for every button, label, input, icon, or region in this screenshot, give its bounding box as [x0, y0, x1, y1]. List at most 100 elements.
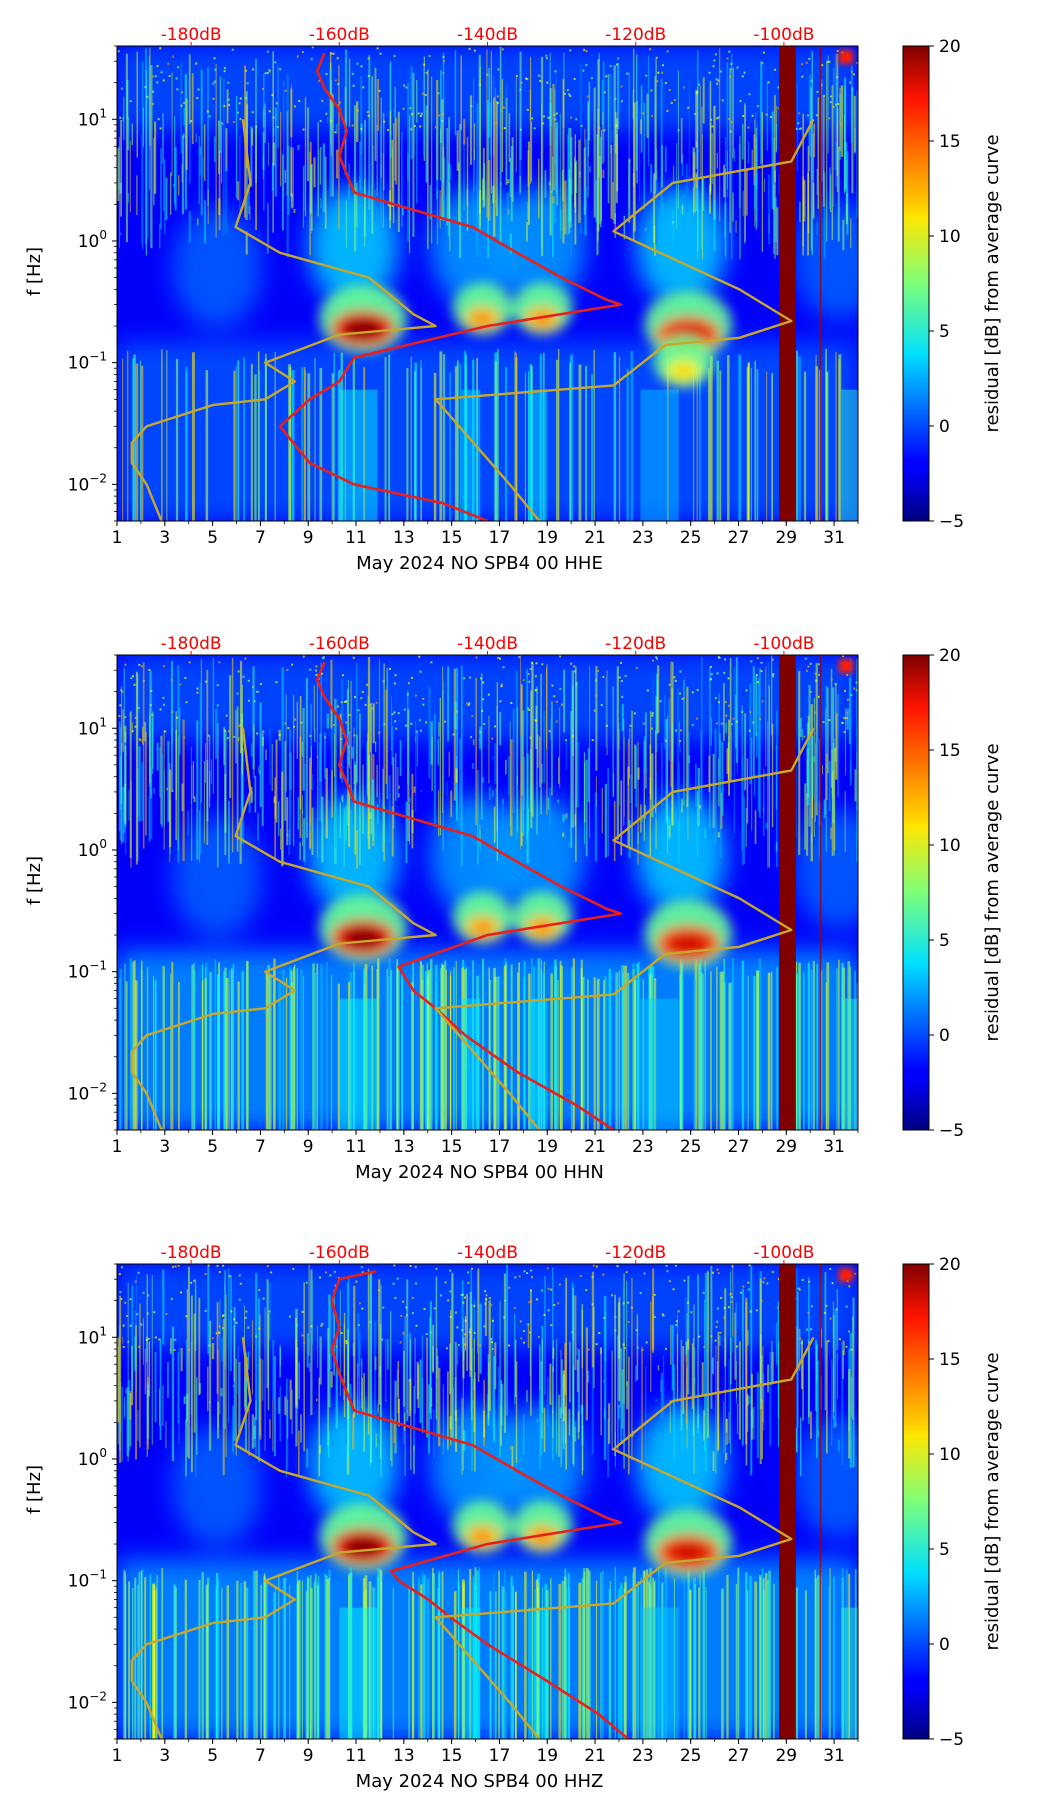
- colorbar-tick-label: 20: [939, 646, 961, 666]
- x-tick-label: 17: [489, 528, 511, 548]
- x-tick-label: 17: [489, 1137, 511, 1157]
- x-tick-label: 5: [207, 528, 218, 548]
- noise-model-curve-2: [434, 1336, 815, 1739]
- db-scale-label: -100dB: [753, 1243, 814, 1263]
- saturated-band: [779, 655, 796, 1130]
- spectrogram-image: [117, 46, 858, 521]
- noise-model-curve-2: [434, 118, 815, 521]
- y-axis-label: f [Hz]: [24, 1465, 45, 1514]
- y-tick-label: 101: [78, 715, 107, 739]
- y-tick-label: 10−2: [68, 471, 107, 495]
- x-tick-label: 27: [728, 1137, 750, 1157]
- colorbar-label: residual [dB] from average curve: [982, 134, 1003, 432]
- colorbar: −5 0 5 10 15 20 residual [dB] from average cur…: [902, 37, 1003, 532]
- db-scale-label: -120dB: [605, 634, 666, 654]
- psd-curves: [130, 52, 815, 521]
- x-tick-label: 11: [345, 528, 367, 548]
- x-tick-label: 7: [255, 1137, 266, 1157]
- colorbar-tick-label: 10: [939, 836, 961, 856]
- db-scale-label: -160dB: [309, 634, 370, 654]
- y-tick-label: 10−2: [68, 1689, 107, 1713]
- x-tick-label: 25: [680, 1746, 702, 1766]
- x-tick-label: 9: [303, 528, 314, 548]
- x-tick-label: 11: [345, 1137, 367, 1157]
- median-psd-curve: [330, 1269, 630, 1739]
- colorbar-tick-label: 0: [939, 417, 950, 437]
- x-tick-label: 13: [393, 1137, 415, 1157]
- db-scale-label: -180dB: [161, 634, 222, 654]
- x-tick-label: 5: [207, 1746, 218, 1766]
- x-tick-label: 1: [112, 1746, 123, 1766]
- x-tick-label: 23: [632, 1137, 654, 1157]
- x-tick-label: 27: [728, 528, 750, 548]
- y-tick-label: 10−1: [68, 350, 107, 374]
- spectrogram-image: [117, 655, 858, 1130]
- noise-model-curve-1: [130, 1337, 437, 1739]
- db-scale-label: -120dB: [605, 25, 666, 45]
- x-tick-label: 23: [632, 528, 654, 548]
- saturated-band: [779, 46, 796, 521]
- x-axis-label: May 2024 NO SPB4 00 HHE: [356, 553, 603, 574]
- x-tick-label: 21: [584, 1137, 606, 1157]
- x-tick-label: 31: [823, 528, 845, 548]
- y-tick-label: 101: [78, 106, 107, 130]
- colorbar-tick-label: −5: [939, 512, 964, 532]
- x-tick-label: 15: [441, 1746, 463, 1766]
- x-tick-label: 13: [393, 528, 415, 548]
- colorbar-tick-label: 5: [939, 1540, 950, 1560]
- colorbar-tick-label: 5: [939, 322, 950, 342]
- colorbar-tick-label: 5: [939, 931, 950, 951]
- x-axis-label: May 2024 NO SPB4 00 HHN: [355, 1162, 604, 1183]
- x-tick-label: 7: [255, 1746, 266, 1766]
- colorbar: −5 0 5 10 15 20 residual [dB] from average cur…: [902, 1255, 1003, 1750]
- spectrogram-image: [117, 1264, 858, 1739]
- x-tick-label: 27: [728, 1746, 750, 1766]
- colorbar-tick-label: −5: [939, 1730, 964, 1750]
- median-psd-curve: [315, 661, 623, 1130]
- colorbar-tick-label: 15: [939, 741, 961, 761]
- db-scale-label: -100dB: [753, 634, 814, 654]
- colorbar-tick-label: 20: [939, 37, 961, 57]
- colorbar-tick-label: −5: [939, 1121, 964, 1141]
- x-tick-label: 25: [680, 528, 702, 548]
- x-tick-label: 1: [112, 528, 123, 548]
- x-tick-label: 19: [536, 1137, 558, 1157]
- noise-model-curve-1: [130, 728, 437, 1130]
- psd-curves: [130, 661, 815, 1130]
- colorbar-tick-label: 10: [939, 1445, 961, 1465]
- x-tick-label: 29: [775, 528, 797, 548]
- x-tick-label: 25: [680, 1137, 702, 1157]
- noise-model-curve-1: [130, 119, 437, 521]
- x-tick-label: 19: [536, 1746, 558, 1766]
- db-scale-label: -140dB: [457, 25, 518, 45]
- db-scale-label: -140dB: [457, 634, 518, 654]
- colorbar: −5 0 5 10 15 20 residual [dB] from average cur…: [902, 646, 1003, 1141]
- db-scale-label: -100dB: [753, 25, 814, 45]
- y-tick-label: 100: [78, 228, 107, 252]
- db-scale-label: -140dB: [457, 1243, 518, 1263]
- x-tick-label: 21: [584, 528, 606, 548]
- x-tick-label: 3: [159, 528, 170, 548]
- noise-model-curve-2: [434, 727, 815, 1130]
- colorbar-tick-label: 10: [939, 227, 961, 247]
- colorbar-tick-label: 20: [939, 1255, 961, 1275]
- colorbar-tick-label: 0: [939, 1026, 950, 1046]
- y-tick-label: 10−2: [68, 1080, 107, 1104]
- x-tick-label: 23: [632, 1746, 654, 1766]
- x-tick-label: 1: [112, 1137, 123, 1157]
- x-tick-label: 21: [584, 1746, 606, 1766]
- y-axis-label: f [Hz]: [24, 856, 45, 905]
- db-scale-label: -120dB: [605, 1243, 666, 1263]
- db-scale-label: -160dB: [309, 1243, 370, 1263]
- y-tick-label: 100: [78, 837, 107, 861]
- y-tick-label: 10−1: [68, 959, 107, 983]
- psd-curves: [130, 1269, 815, 1739]
- db-scale-label: -180dB: [161, 25, 222, 45]
- x-tick-label: 3: [159, 1137, 170, 1157]
- y-tick-label: 10−1: [68, 1568, 107, 1592]
- colorbar-tick-label: 0: [939, 1635, 950, 1655]
